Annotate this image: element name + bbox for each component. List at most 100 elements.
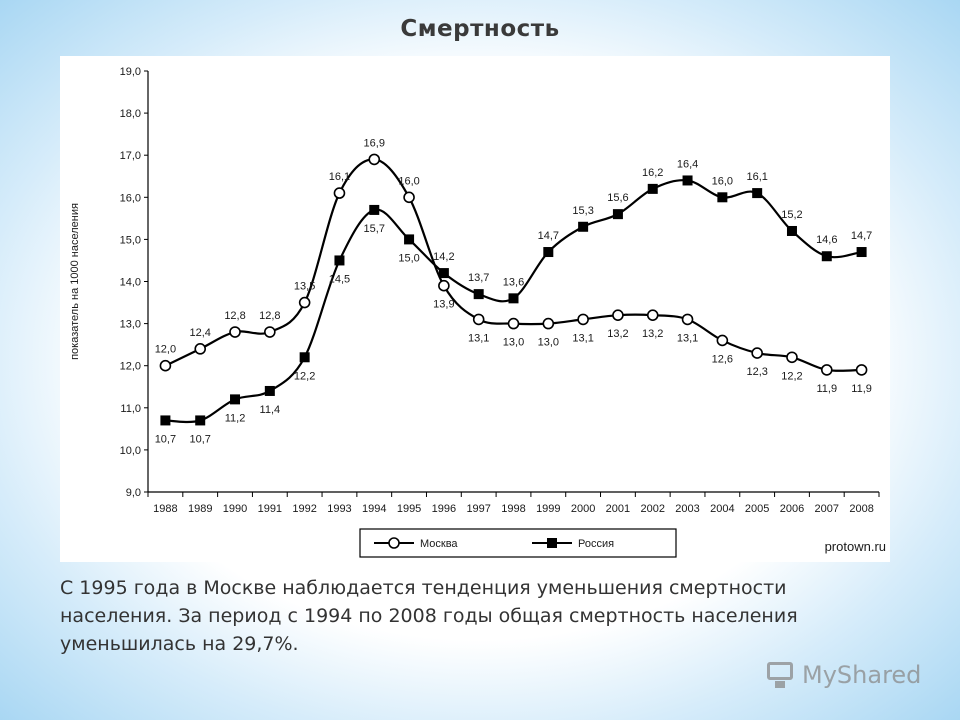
data-label-russia: 14,2: [433, 251, 454, 263]
source-credit: protown.ru: [825, 539, 886, 554]
point-russia: [195, 415, 206, 426]
point-moscow: [786, 351, 798, 364]
data-label-moscow: 13,2: [642, 328, 663, 340]
point-russia: [264, 385, 275, 396]
point-moscow: [681, 313, 694, 326]
data-label-russia: 16,4: [677, 158, 698, 170]
point-moscow: [368, 153, 381, 166]
y-tick-label: 9,0: [126, 487, 141, 499]
data-label-moscow: 11,9: [851, 383, 872, 395]
point-moscow: [716, 334, 729, 347]
x-tick-label: 2000: [571, 503, 595, 515]
point-russia: [752, 188, 763, 199]
legend-label-moscow: Москва: [420, 538, 458, 550]
data-label-russia: 15,7: [364, 223, 385, 235]
data-label-russia: 15,2: [781, 209, 802, 221]
y-axis-label: показатель на 1000 населения: [69, 203, 81, 360]
x-tick-label: 1994: [362, 503, 386, 515]
x-tick-label: 1995: [397, 503, 421, 515]
x-tick-label: 1999: [536, 503, 560, 515]
mortality-line-chart: 9,0 10,0 11,0 12,0 13,0 14,0 15,0 16,0 17,0 18,0 1…: [69, 66, 886, 558]
point-moscow: [472, 313, 485, 326]
point-russia: [299, 352, 310, 363]
x-tick-label: 1993: [327, 503, 351, 515]
point-russia: [160, 415, 171, 426]
point-moscow: [612, 309, 624, 321]
data-label-russia: 13,7: [468, 272, 489, 284]
x-tick-label: 2003: [675, 503, 699, 515]
data-label-russia: 10,7: [190, 433, 211, 445]
x-tick-label: 2004: [710, 503, 734, 515]
data-label-moscow: 13,0: [503, 337, 524, 349]
data-label-russia: 16,0: [712, 175, 733, 187]
point-moscow: [542, 317, 555, 330]
data-label-russia: 14,6: [816, 234, 837, 246]
legend-label-russia: Россия: [578, 538, 614, 550]
point-russia: [612, 209, 623, 220]
slide-caption: С 1995 года в Москве наблюдается тенденц…: [60, 577, 798, 655]
point-russia: [786, 225, 797, 236]
point-moscow: [438, 279, 450, 292]
data-label-russia: 13,6: [503, 276, 524, 288]
point-russia: [334, 255, 345, 266]
y-tick-label: 15,0: [120, 234, 141, 246]
point-russia: [647, 183, 658, 194]
point-russia: [508, 293, 519, 304]
point-moscow: [577, 313, 589, 326]
x-tick-label: 1990: [223, 503, 247, 515]
data-label-moscow: 11,9: [816, 383, 837, 395]
watermark-logo: MyShared: [766, 655, 921, 695]
point-russia: [404, 234, 415, 245]
point-moscow: [229, 326, 241, 338]
data-label-moscow: 13,1: [677, 332, 698, 344]
y-tick-label: 13,0: [120, 319, 141, 331]
y-tick-label: 11,0: [120, 403, 141, 415]
data-label-moscow: 16,1: [329, 171, 350, 183]
x-tick-label: 2001: [606, 503, 630, 515]
data-label-moscow: 16,9: [364, 137, 385, 149]
x-tick-label: 1991: [258, 503, 282, 515]
data-label-russia: 12,2: [294, 370, 315, 382]
x-tick-label: 1989: [188, 503, 212, 515]
point-russia: [578, 221, 589, 232]
y-tick-label: 18,0: [120, 108, 141, 120]
slide-title: Смертность: [400, 16, 560, 42]
y-tick-label: 14,0: [120, 277, 141, 289]
point-moscow: [507, 317, 520, 330]
x-tick-label: 2005: [745, 503, 769, 515]
point-russia: [369, 204, 380, 215]
legend-marker-moscow: [388, 537, 400, 549]
point-russia: [230, 394, 241, 405]
point-russia: [543, 247, 554, 258]
point-russia: [821, 251, 832, 262]
point-moscow: [264, 326, 276, 338]
x-tick-label: 1996: [432, 503, 456, 515]
point-moscow: [333, 187, 346, 199]
legend-marker-russia: [547, 538, 557, 548]
data-label-moscow: 13,2: [607, 328, 628, 340]
x-tick-label: 2006: [780, 503, 804, 515]
point-russia: [682, 175, 693, 186]
point-moscow: [855, 364, 868, 376]
x-tick-label: 2008: [849, 503, 873, 515]
data-label-russia: 15,0: [398, 252, 419, 264]
data-label-moscow: 13,0: [538, 337, 559, 349]
point-moscow: [646, 309, 659, 321]
point-russia: [473, 289, 484, 300]
data-label-russia: 14,7: [538, 230, 559, 242]
x-tick-label: 1988: [153, 503, 177, 515]
point-moscow: [403, 191, 415, 204]
data-label-russia: 15,3: [572, 205, 593, 217]
data-label-russia: 14,5: [329, 273, 350, 285]
data-label-moscow: 12,8: [224, 310, 245, 322]
data-label-moscow: 12,2: [781, 370, 802, 382]
point-moscow: [194, 343, 207, 355]
point-russia: [717, 192, 728, 203]
data-label-russia: 11,2: [225, 412, 246, 424]
point-russia: [438, 268, 449, 279]
y-tick-label: 16,0: [120, 192, 141, 204]
series-line-moscow: [164, 158, 862, 372]
data-label-moscow: 12,4: [190, 327, 211, 339]
monitor-icon: [766, 660, 796, 690]
y-tick-label: 12,0: [120, 361, 141, 373]
